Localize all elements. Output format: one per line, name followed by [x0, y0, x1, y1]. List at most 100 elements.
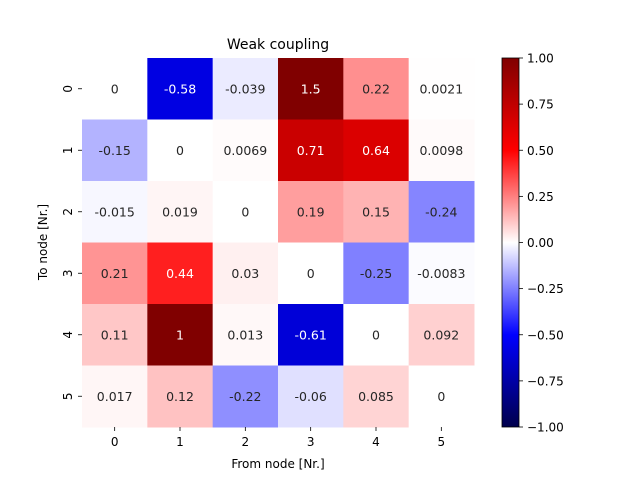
- heatmap-cell: [278, 181, 344, 243]
- heatmap-cell: [408, 181, 475, 243]
- colorbar: 1.00 0.75 0.50 0.25 0.00 −0.25 −0.50 −0.75 −1.00: [501, 52, 564, 435]
- cell-value-label: -0.24: [425, 204, 457, 219]
- heatmap-cell: [278, 304, 344, 366]
- cell-value-label: -0.015: [95, 204, 135, 219]
- cell-value-label: 0.11: [101, 327, 129, 342]
- heatmap-cell: [147, 181, 214, 243]
- y-tick-label: 3: [61, 269, 75, 277]
- heatmap-cell: [147, 58, 214, 120]
- heatmap-cell: [212, 181, 279, 243]
- cell-value-label: -0.039: [225, 81, 265, 96]
- cell-value-label: -0.15: [98, 143, 130, 158]
- cell-value-label: 0.12: [166, 389, 194, 404]
- cell-value-label: 0.03: [231, 266, 259, 281]
- chart-title: Weak coupling: [227, 37, 329, 53]
- cell-value-label: 0: [111, 81, 119, 96]
- y-tick-label: 4: [61, 331, 75, 339]
- heatmap-cell: [82, 58, 148, 120]
- x-tick-label: 0: [111, 435, 119, 449]
- colorbar-tick-label: 0.75: [527, 98, 554, 112]
- cell-value-label: 0.0069: [223, 143, 267, 158]
- heatmap-cell: [147, 242, 214, 305]
- colorbar-tick-label: 0.00: [527, 236, 554, 250]
- cell-value-label: 0.15: [362, 204, 390, 219]
- cell-value-label: 0.085: [358, 389, 394, 404]
- heatmap-cell: [278, 119, 344, 182]
- heatmap-cell: [212, 365, 279, 428]
- x-axis-label: From node [Nr.]: [231, 457, 324, 471]
- heatmap-cell: [82, 242, 148, 305]
- x-tick-label: 3: [307, 435, 315, 449]
- y-axis-ticks: 0 1 2 3 4 5: [61, 85, 82, 400]
- cell-value-label: 0.0098: [419, 143, 463, 158]
- heatmap-cell: [343, 181, 410, 243]
- heatmap-cell: [82, 181, 148, 243]
- colorbar-tick-label: −0.75: [527, 374, 564, 388]
- heatmap-cell: [343, 58, 410, 120]
- cell-value-label: -0.25: [360, 266, 392, 281]
- heatmap-cell: [82, 119, 148, 182]
- y-axis-label: To node [Nr.]: [36, 204, 50, 281]
- heatmap-cell: [408, 304, 475, 366]
- heatmap-cell: [278, 58, 344, 120]
- cell-value-label: 0: [372, 327, 380, 342]
- colorbar-tick-label: 0.50: [527, 144, 554, 158]
- heatmap-cell: [408, 365, 475, 428]
- cell-value-label: -0.22: [229, 389, 261, 404]
- cell-value-label: 1: [176, 327, 184, 342]
- heatmap-cell: [343, 304, 410, 366]
- x-tick-label: 2: [242, 435, 250, 449]
- cell-value-label: 0.017: [97, 389, 133, 404]
- x-tick-label: 4: [372, 435, 380, 449]
- x-axis-ticks: 0 1 2 3 4 5: [111, 427, 445, 449]
- cell-value-label: -0.61: [294, 327, 326, 342]
- heatmap-cell: [408, 58, 475, 120]
- y-tick-label: 2: [61, 208, 75, 216]
- heatmap-cell: [343, 242, 410, 305]
- cell-value-label: 0.21: [101, 266, 129, 281]
- colorbar-ticks: 1.00 0.75 0.50 0.25 0.00 −0.25 −0.50 −0.75 −1.00: [519, 52, 564, 435]
- heatmap-cell: [408, 242, 475, 305]
- cell-value-label: 0: [241, 204, 249, 219]
- heatmap-cell: [343, 119, 410, 182]
- cell-value-label: 0: [176, 143, 184, 158]
- y-tick-label: 0: [61, 85, 75, 93]
- heatmap-cell: [82, 365, 148, 428]
- heatmap-cell: [147, 365, 214, 428]
- cell-value-label: 0.0021: [419, 81, 463, 96]
- heatmap-cell: [212, 304, 279, 366]
- cell-value-label: 0.44: [166, 266, 194, 281]
- x-tick-label: 5: [438, 435, 446, 449]
- x-tick-label: 1: [176, 435, 184, 449]
- heatmap-cell: [343, 365, 410, 428]
- cell-value-label: -0.0083: [417, 266, 465, 281]
- cell-value-label: 0.19: [297, 204, 325, 219]
- cell-value-label: 0.64: [362, 143, 390, 158]
- colorbar-tick-label: −1.00: [527, 421, 564, 435]
- heatmap-cell: [212, 119, 279, 182]
- heatmap-cell: [408, 119, 475, 182]
- colorbar-gradient: [501, 57, 520, 428]
- heatmap-cell: [212, 58, 279, 120]
- heatmap-cell: [278, 365, 344, 428]
- heatmap-cell: [212, 242, 279, 305]
- colorbar-tick-label: −0.50: [527, 328, 564, 342]
- cell-value-label: 0.22: [362, 81, 390, 96]
- heatmap-cell: [82, 304, 148, 366]
- cell-value-label: 0.019: [162, 204, 198, 219]
- heatmap-cell: [147, 119, 214, 182]
- cell-value-labels: 0 -0.58 -0.039 1.5 0.22 0.0021 -0.15 0 0.0069 0.7…: [95, 81, 466, 404]
- cell-value-label: 0.092: [423, 327, 459, 342]
- cell-value-label: 1.5: [301, 81, 321, 96]
- colorbar-tick-label: −0.25: [527, 282, 564, 296]
- cell-value-label: -0.58: [164, 81, 196, 96]
- heatmap-cell: [278, 242, 344, 305]
- heatmap-cells: [82, 58, 475, 428]
- colorbar-tick-label: 1.00: [527, 52, 554, 66]
- cell-value-label: 0.71: [297, 143, 325, 158]
- cell-value-label: -0.06: [294, 389, 326, 404]
- y-tick-label: 1: [61, 146, 75, 154]
- y-tick-label: 5: [61, 392, 75, 400]
